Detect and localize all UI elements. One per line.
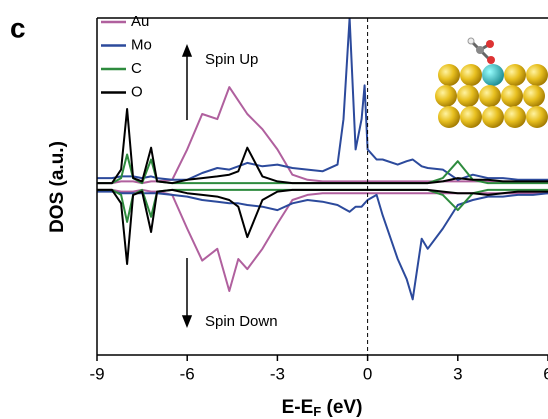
- y-axis-label: DOS (a.u.): [47, 141, 68, 233]
- panel-label: c: [10, 12, 26, 43]
- x-axis-label: E-EF (eV): [282, 397, 363, 419]
- annotation: Spin Down: [205, 313, 278, 330]
- annotation: Spin Up: [205, 51, 258, 68]
- x-tick-label: 6: [543, 364, 548, 383]
- x-tick-label: -6: [180, 364, 195, 383]
- legend-label: C: [131, 60, 142, 77]
- arrow-up-head: [183, 46, 191, 56]
- x-label-sub: F: [313, 404, 321, 419]
- x-label-main: E-E: [282, 397, 314, 418]
- arrows: [183, 46, 191, 326]
- structure-inset: [435, 38, 548, 128]
- x-label-unit: (eV): [321, 397, 362, 418]
- dos-line: [97, 190, 548, 291]
- x-tick-label: 3: [453, 364, 462, 383]
- legend-label: Au: [131, 13, 149, 30]
- dos-line: [97, 192, 548, 300]
- plot-area: [97, 18, 548, 299]
- axes: [97, 18, 548, 355]
- dos-line: [97, 87, 548, 183]
- chart: c DOS (a.u.) E-EF (eV) Spin Up Spin Down…: [0, 0, 548, 419]
- x-tick-label: -9: [89, 364, 104, 383]
- x-tick-label: 0: [363, 364, 372, 383]
- arrow-down-head: [183, 316, 191, 326]
- legend-label: O: [131, 83, 143, 100]
- x-tick-label: -3: [270, 364, 285, 383]
- legend-label: Mo: [131, 36, 152, 53]
